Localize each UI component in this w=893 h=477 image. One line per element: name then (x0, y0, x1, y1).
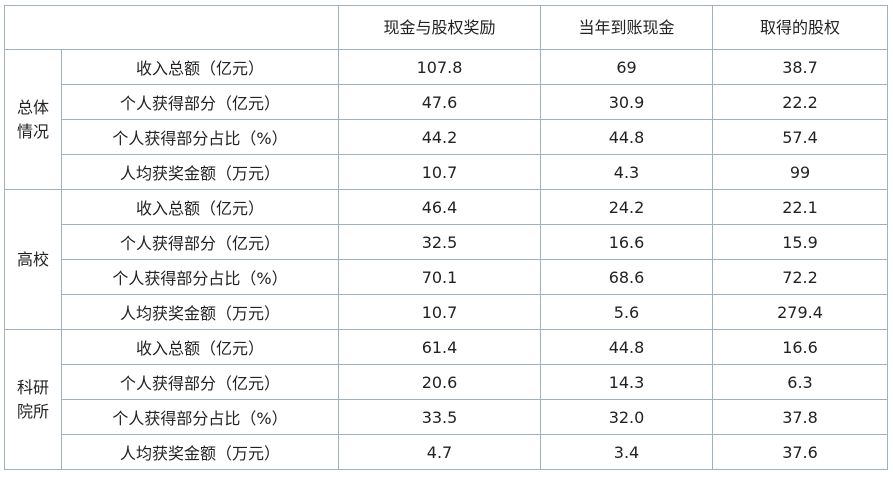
column-header: 现金与股权奖励 (338, 5, 541, 50)
group-label: 高校 (16, 249, 49, 269)
value-cell: 44.2 (338, 119, 541, 155)
data-row: 个人获得部分占比（%） 33.5 32.0 37.8 (5, 399, 888, 435)
value-cell: 22.1 (712, 189, 888, 225)
group-label: 情况 (16, 121, 49, 141)
corner-cell (4, 5, 339, 50)
value-cell: 15.9 (712, 224, 888, 260)
group-cell: 科研 院所 (4, 329, 62, 470)
data-row: 个人获得部分（亿元） 20.6 14.3 6.3 (5, 364, 888, 400)
data-row: 个人获得部分（亿元） 32.5 16.6 15.9 (5, 224, 888, 260)
value-cell: 4.7 (338, 434, 541, 470)
row-label: 人均获奖金额（万元） (61, 294, 339, 330)
value-cell: 6.3 (712, 364, 888, 400)
value-cell: 46.4 (338, 189, 541, 225)
value-cell: 99 (712, 154, 888, 190)
row-label: 个人获得部分（亿元） (61, 364, 339, 400)
value-cell: 279.4 (712, 294, 888, 330)
value-cell: 44.8 (540, 329, 713, 365)
value-cell: 20.6 (338, 364, 541, 400)
value-cell: 22.2 (712, 84, 888, 120)
value-cell: 37.6 (712, 434, 888, 470)
value-cell: 72.2 (712, 259, 888, 295)
value-cell: 33.5 (338, 399, 541, 435)
row-label: 收入总额（亿元） (61, 189, 339, 225)
data-table: 现金与股权奖励 当年到账现金 取得的股权 总体 情况 收入总额（亿元） 107.8 69 38.… (4, 5, 888, 470)
value-cell: 107.8 (338, 49, 541, 85)
column-header: 当年到账现金 (540, 5, 713, 50)
data-row: 人均获奖金额（万元） 4.7 3.4 37.6 (5, 434, 888, 470)
data-row: 个人获得部分占比（%） 44.2 44.8 57.4 (5, 119, 888, 155)
data-row: 总体 情况 收入总额（亿元） 107.8 69 38.7 (4, 49, 888, 190)
value-cell: 47.6 (338, 84, 541, 120)
row-label: 人均获奖金额（万元） (61, 434, 339, 470)
data-row: 科研 院所 收入总额（亿元） 61.4 44.8 16.6 (4, 329, 888, 470)
row-label: 收入总额（亿元） (61, 49, 339, 85)
value-cell: 16.6 (540, 224, 713, 260)
row-label: 人均获奖金额（万元） (61, 154, 339, 190)
value-cell: 24.2 (540, 189, 713, 225)
value-cell: 14.3 (540, 364, 713, 400)
header-row: 现金与股权奖励 当年到账现金 取得的股权 (4, 5, 888, 50)
value-cell: 32.0 (540, 399, 713, 435)
row-label: 收入总额（亿元） (61, 329, 339, 365)
value-cell: 3.4 (540, 434, 713, 470)
row-label: 个人获得部分占比（%） (61, 399, 339, 435)
value-cell: 57.4 (712, 119, 888, 155)
row-label: 个人获得部分占比（%） (61, 259, 339, 295)
page: 现金与股权奖励 当年到账现金 取得的股权 总体 情况 收入总额（亿元） 107.8 69 38.… (4, 5, 888, 470)
value-cell: 30.9 (540, 84, 713, 120)
value-cell: 37.8 (712, 399, 888, 435)
data-row: 高校 收入总额（亿元） 46.4 24.2 22.1 (4, 189, 888, 330)
row-label: 个人获得部分占比（%） (61, 119, 339, 155)
value-cell: 44.8 (540, 119, 713, 155)
value-cell: 4.3 (540, 154, 713, 190)
value-cell: 61.4 (338, 329, 541, 365)
value-cell: 5.6 (540, 294, 713, 330)
value-cell: 69 (540, 49, 713, 85)
value-cell: 10.7 (338, 154, 541, 190)
data-row: 个人获得部分（亿元） 47.6 30.9 22.2 (5, 84, 888, 120)
group-label: 院所 (16, 401, 49, 421)
row-label: 个人获得部分（亿元） (61, 84, 339, 120)
column-header: 取得的股权 (712, 5, 888, 50)
value-cell: 32.5 (338, 224, 541, 260)
data-row: 人均获奖金额（万元） 10.7 5.6 279.4 (5, 294, 888, 330)
data-row: 个人获得部分占比（%） 70.1 68.6 72.2 (5, 259, 888, 295)
value-cell: 10.7 (338, 294, 541, 330)
value-cell: 38.7 (712, 49, 888, 85)
row-label: 个人获得部分（亿元） (61, 224, 339, 260)
value-cell: 70.1 (338, 259, 541, 295)
group-label: 科研 (16, 377, 49, 397)
group-cell: 高校 (4, 189, 62, 330)
group-label: 总体 (16, 97, 49, 117)
data-row: 人均获奖金额（万元） 10.7 4.3 99 (5, 154, 888, 190)
value-cell: 68.6 (540, 259, 713, 295)
group-cell: 总体 情况 (4, 49, 62, 190)
value-cell: 16.6 (712, 329, 888, 365)
